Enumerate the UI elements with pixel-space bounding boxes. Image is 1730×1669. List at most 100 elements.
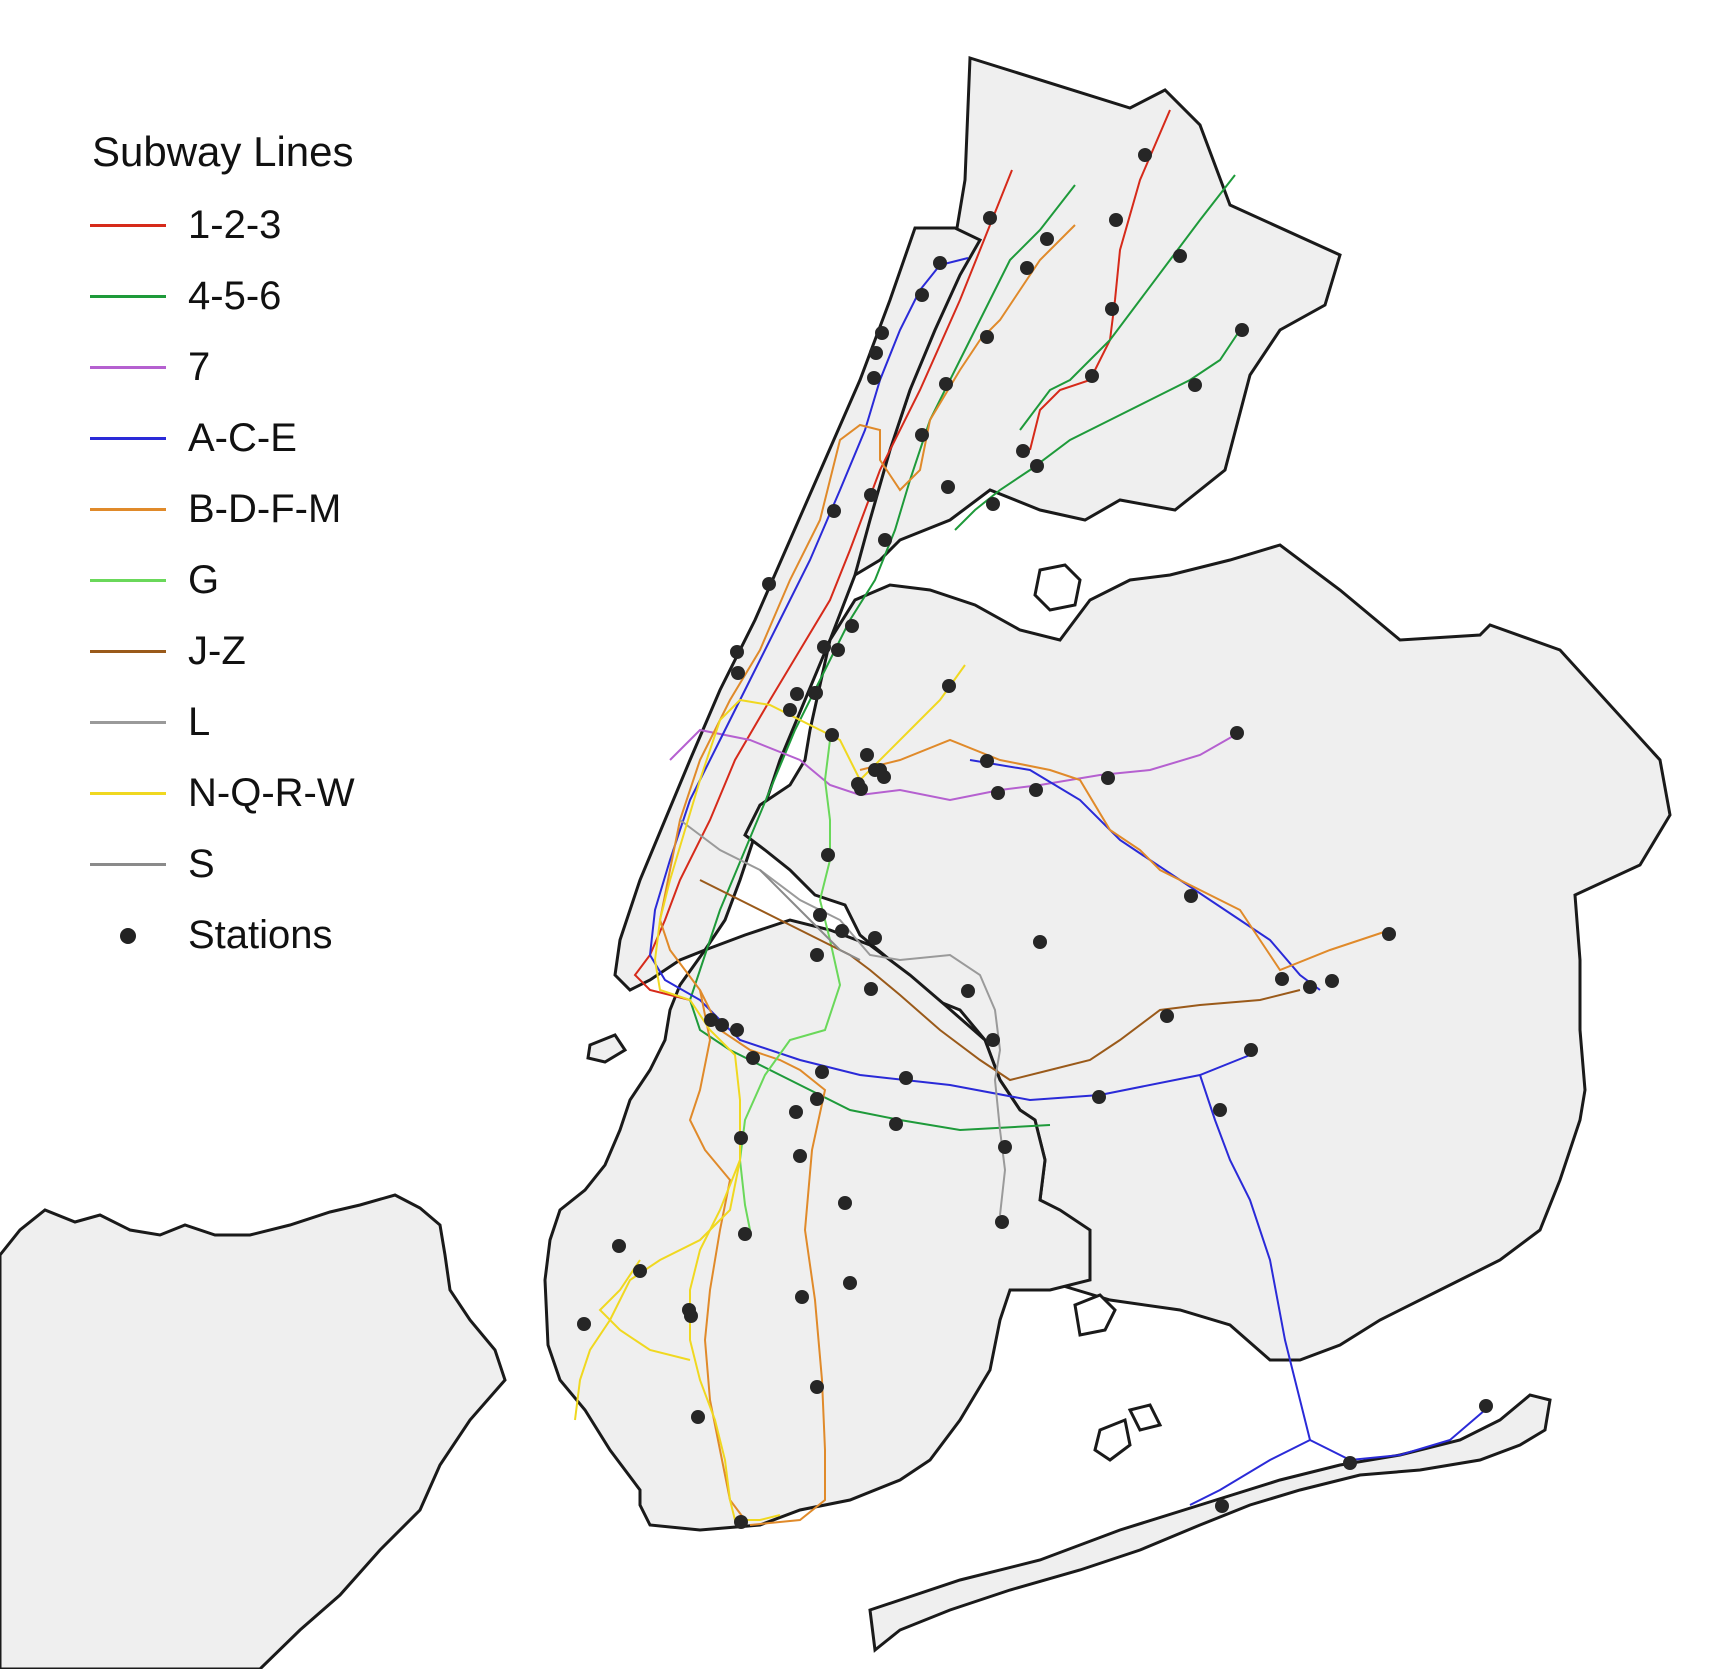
line-swatch-icon (90, 366, 166, 369)
station (704, 1013, 718, 1027)
station (868, 931, 882, 945)
line-1-2-3 (633, 169, 1013, 1001)
legend-item: S (90, 829, 355, 900)
jamaica-bay-island-3 (1127, 1403, 1163, 1432)
line-b-d-f-m-queens (859, 738, 1391, 972)
station (1235, 323, 1249, 337)
station (734, 1131, 748, 1145)
station (810, 948, 824, 962)
station (854, 782, 868, 796)
station (793, 1149, 807, 1163)
station (1343, 1456, 1357, 1470)
station (838, 1196, 852, 1210)
station (961, 984, 975, 998)
legend-label: 1-2-3 (188, 203, 282, 247)
line-a-c-e-rockaway (1189, 1074, 1312, 1506)
station (867, 371, 881, 385)
rikers-island (1033, 563, 1082, 612)
station (612, 1239, 626, 1253)
station (577, 1317, 591, 1331)
line-a-c-e-far-rockaway (1309, 1409, 1486, 1462)
line-swatch-icon (90, 792, 166, 795)
station (795, 1290, 809, 1304)
station (825, 728, 839, 742)
line-swatch-icon (90, 224, 166, 227)
station (684, 1309, 698, 1323)
station (875, 326, 889, 340)
station (986, 1033, 1000, 1047)
station (730, 1023, 744, 1037)
station (915, 428, 929, 442)
station (1138, 148, 1152, 162)
station (1109, 213, 1123, 227)
station (878, 533, 892, 547)
station (1105, 302, 1119, 316)
station (1382, 927, 1396, 941)
line-n-q-r-w-culver (598, 1259, 691, 1361)
station (1160, 1009, 1174, 1023)
station (941, 480, 955, 494)
station (1085, 369, 1099, 383)
station (835, 924, 849, 938)
station (995, 1215, 1009, 1229)
station (1215, 1499, 1229, 1513)
station (899, 1071, 913, 1085)
station (983, 211, 997, 225)
station (877, 770, 891, 784)
legend-item-stations: Stations (90, 900, 355, 971)
station (746, 1051, 760, 1065)
station (1020, 261, 1034, 275)
legend-title: Subway Lines (92, 128, 354, 175)
station (1479, 1399, 1493, 1413)
station (1033, 935, 1047, 949)
line-l (679, 819, 1007, 1216)
station (1303, 980, 1317, 994)
legend-label: J-Z (188, 629, 246, 673)
station (986, 497, 1000, 511)
station (1040, 232, 1054, 246)
line-4-5-6 (688, 184, 1076, 1132)
station (810, 1380, 824, 1394)
station (889, 1117, 903, 1131)
line-swatch-icon (90, 295, 166, 298)
station (790, 687, 804, 701)
station (762, 577, 776, 591)
station (915, 288, 929, 302)
line-7 (669, 728, 1236, 802)
legend-item: 4-5-6 (90, 261, 355, 332)
station (691, 1410, 705, 1424)
station (1030, 459, 1044, 473)
station (809, 686, 823, 700)
queens-landmass (743, 543, 1672, 1362)
line-b-d-f-m (658, 224, 1076, 1521)
station (869, 346, 883, 360)
legend-item: L (90, 687, 355, 758)
station (1275, 972, 1289, 986)
governors-island (586, 1033, 628, 1064)
station (1230, 726, 1244, 740)
station (715, 1018, 729, 1032)
legend-item: B-D-F-M (90, 474, 355, 545)
line-swatch-icon (90, 721, 166, 724)
legend-label: A-C-E (188, 416, 297, 460)
station (633, 1264, 647, 1278)
station (1173, 249, 1187, 263)
legend-rows: 1-2-3 4-5-6 7 A-C-E B-D-F-M G J-Z L N-Q-R-W S (90, 190, 355, 900)
station (821, 848, 835, 862)
legend-item: J-Z (90, 616, 355, 687)
legend: Subway Lines 1-2-3 4-5-6 7 A-C-E B-D-F-M G J-Z… (90, 128, 355, 971)
station (860, 748, 874, 762)
station (783, 703, 797, 717)
legend-item: G (90, 545, 355, 616)
station (1029, 783, 1043, 797)
station (998, 1140, 1012, 1154)
station (813, 908, 827, 922)
line-s (759, 869, 861, 961)
station (942, 679, 956, 693)
station (817, 640, 831, 654)
legend-label: L (188, 700, 211, 744)
legend-label: G (188, 558, 220, 602)
line-n-q-r-w (574, 664, 966, 1421)
station (991, 786, 1005, 800)
